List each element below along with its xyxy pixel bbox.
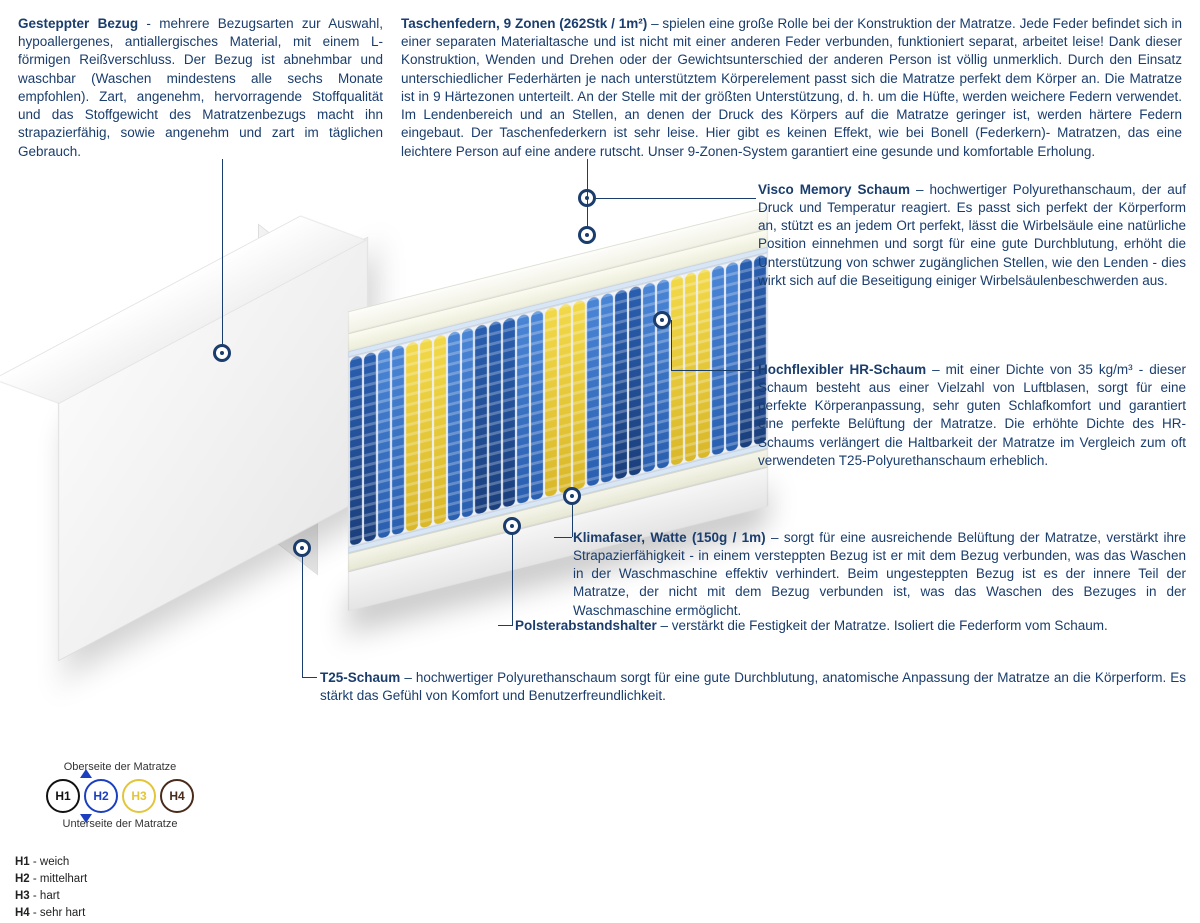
hotspot-cover <box>213 344 231 362</box>
leader-polster-v <box>512 535 513 625</box>
t25-text: – hochwertiger Polyurethanschaum sorgt f… <box>320 670 1186 703</box>
leader-hr <box>671 370 756 371</box>
spring-column <box>392 344 404 535</box>
leader-t25 <box>302 677 317 678</box>
legend-circles: H1H2H3H4 <box>15 779 225 813</box>
hotspot-klima <box>563 487 581 505</box>
legend-bottom-label: Unterseite der Matratze <box>15 817 225 832</box>
spring-column <box>559 303 571 494</box>
callout-hr: Hochflexibler HR-Schaum – mit einer Dich… <box>758 361 1186 470</box>
spring-column <box>475 323 487 514</box>
spring-column <box>364 351 376 542</box>
callout-polster: Polsterabstandshalter – verstärkt die Fe… <box>515 617 1186 635</box>
legend-line: H4 - sehr hart <box>15 905 225 922</box>
spring-column <box>406 341 418 532</box>
spring-column <box>420 337 432 528</box>
spring-column <box>545 306 557 497</box>
polster-title: Polsterabstandshalter <box>515 618 657 633</box>
spring-column <box>740 257 752 448</box>
arrow-down-icon <box>80 814 92 823</box>
legend-top-label: Oberseite der Matratze <box>15 760 225 775</box>
spring-column <box>698 268 710 459</box>
spring-column <box>434 334 446 525</box>
t25-title: T25-Schaum <box>320 670 400 685</box>
spring-column <box>489 320 501 511</box>
cover-text: - mehrere Bezugsarten zur Auswahl, hypoa… <box>18 16 383 159</box>
spring-column <box>462 327 474 518</box>
springs-description: Taschenfedern, 9 Zonen (262Stk / 1m²) – … <box>401 15 1182 161</box>
firmness-circle: H3 <box>122 779 156 813</box>
legend-line: H2 - mittelhart <box>15 871 225 888</box>
firmness-circle: H1 <box>46 779 80 813</box>
spring-column <box>657 278 669 469</box>
spring-column <box>712 264 724 455</box>
leader-polster <box>498 625 513 626</box>
polster-text: – verstärkt die Festigkeit der Matratze.… <box>657 618 1108 633</box>
hr-title: Hochflexibler HR-Schaum <box>758 362 926 377</box>
hotspot-t25 <box>293 539 311 557</box>
firmness-circle: H2 <box>84 779 118 813</box>
spring-column <box>350 355 362 546</box>
spring-column <box>726 261 738 452</box>
hotspot-hr <box>653 311 671 329</box>
leader-t25-v <box>302 557 303 677</box>
leader-hr-v <box>671 320 672 370</box>
leader-visco <box>596 198 756 199</box>
visco-title: Visco Memory Schaum <box>758 182 910 197</box>
top-row: Gesteppter Bezug - mehrere Bezugsarten z… <box>18 15 1182 161</box>
spring-column <box>629 285 641 476</box>
spring-column <box>685 271 697 462</box>
springs-title: Taschenfedern, 9 Zonen (262Stk / 1m²) <box>401 16 647 31</box>
visco-text: – hochwertiger Polyurethanschaum, der au… <box>758 182 1186 288</box>
callout-visco: Visco Memory Schaum – hochwertiger Polyu… <box>758 181 1186 290</box>
spring-column <box>643 282 655 473</box>
hotspot-springs <box>578 226 596 244</box>
springs-text: – spielen eine große Rolle bei der Konst… <box>401 16 1182 159</box>
leader-klima <box>554 537 572 538</box>
hotspot-polster <box>503 517 521 535</box>
cover-title: Gesteppter Bezug <box>18 16 138 31</box>
spring-column <box>503 316 515 507</box>
legend-line: H3 - hart <box>15 888 225 905</box>
hr-text: – mit einer Dichte von 35 kg/m³ - dieser… <box>758 362 1186 468</box>
spring-column <box>448 330 460 521</box>
mattress-cover <box>58 236 368 661</box>
firmness-legend: Oberseite der Matratze H1H2H3H4 Untersei… <box>15 760 225 923</box>
legend-list: H1 - weichH2 - mittelhartH3 - hartH4 - s… <box>15 854 225 923</box>
callout-t25: T25-Schaum – hochwertiger Polyurethansch… <box>320 669 1186 705</box>
spring-column <box>587 296 599 487</box>
arrow-up-icon <box>80 769 92 778</box>
legend-line: H1 - weich <box>15 854 225 871</box>
spring-column <box>378 348 390 539</box>
spring-column <box>601 292 613 483</box>
cover-description: Gesteppter Bezug - mehrere Bezugsarten z… <box>18 15 383 161</box>
spring-column <box>517 313 529 504</box>
klima-title: Klimafaser, Watte (150g / 1m) <box>573 530 766 545</box>
main-area: Visco Memory Schaum – hochwertiger Polyu… <box>18 169 1182 789</box>
leader-cover-v <box>222 159 223 344</box>
leader-springs-v <box>587 159 588 226</box>
callout-klima: Klimafaser, Watte (150g / 1m) – sorgt fü… <box>573 529 1186 620</box>
spring-column <box>573 299 585 490</box>
mattress <box>78 219 678 579</box>
spring-column <box>615 289 627 480</box>
spring-column <box>531 309 543 500</box>
firmness-circle: H4 <box>160 779 194 813</box>
